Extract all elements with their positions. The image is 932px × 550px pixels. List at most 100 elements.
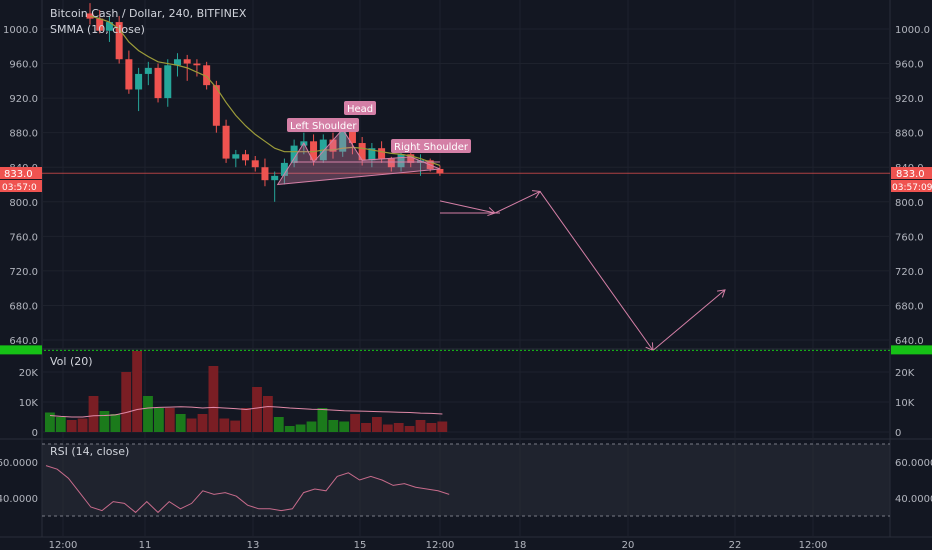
volume-bar <box>66 420 77 432</box>
volume-bar <box>350 414 360 432</box>
right-shoulder-label[interactable]: Right Shoulder <box>391 139 471 153</box>
time-tick: 12:00 <box>49 540 78 550</box>
volume-ma <box>49 405 443 418</box>
vol-tick-left: 20K <box>19 368 39 379</box>
candle-body <box>436 168 444 174</box>
candle-body <box>358 143 366 161</box>
candle-body <box>164 65 172 99</box>
support-badge-left <box>0 345 42 355</box>
price-tick-left: 640.0 <box>9 336 38 347</box>
volume-bar <box>88 396 99 432</box>
vol-tick-left: 0 <box>32 428 38 439</box>
candle-body <box>271 175 279 181</box>
vol-tick-right: 20K <box>895 368 915 379</box>
volume-bar <box>372 417 382 432</box>
volume-bar <box>241 408 251 432</box>
rsi-tick-left: 60.0000 <box>0 458 38 469</box>
time-tick: 18 <box>514 540 527 550</box>
projection-segment <box>494 190 541 214</box>
time-tick: 15 <box>354 540 367 550</box>
candle-body <box>368 148 376 161</box>
support-badge-right <box>891 345 932 355</box>
countdown-left: 03:57:0 <box>2 183 37 193</box>
time-tick: 11 <box>139 540 152 550</box>
candle-body <box>348 129 356 144</box>
left-shoulder-label[interactable]: Left Shoulder <box>287 118 359 132</box>
volume-bar <box>99 411 110 432</box>
price-tick-right: 880.0 <box>895 129 924 140</box>
countdown-right: 03:57:09 <box>892 183 932 193</box>
candle-body <box>339 129 347 152</box>
candle-body <box>125 59 133 90</box>
candle-body <box>222 125 230 159</box>
volume-bar <box>252 387 262 432</box>
volume-title[interactable]: Vol (20) <box>50 355 93 368</box>
head-text: Head <box>347 104 373 115</box>
volume-bar <box>437 421 448 432</box>
volume-bar <box>415 420 426 432</box>
volume-bar <box>175 414 186 432</box>
price-tick-right: 800.0 <box>895 198 924 209</box>
candle-body <box>105 22 113 31</box>
candle-body <box>203 65 211 86</box>
vol-tick-left: 10K <box>19 398 39 409</box>
symbol-title[interactable]: Bitcoin Cash / Dollar, 240, BITFINEX <box>50 7 247 20</box>
smma-line[interactable] <box>89 15 441 167</box>
pattern-shape <box>276 128 441 186</box>
time-tick: 22 <box>729 540 742 550</box>
candle-body <box>183 59 191 64</box>
volume-bar <box>393 423 404 432</box>
head-shoulders-pattern[interactable] <box>276 128 441 186</box>
price-tick-right: 760.0 <box>895 232 924 243</box>
candle-body <box>397 154 405 168</box>
price-tick-left: 960.0 <box>9 60 38 71</box>
head-label[interactable]: Head <box>344 101 376 115</box>
volume-bar <box>328 420 339 432</box>
time-tick: 12:00 <box>799 540 828 550</box>
rsi-title[interactable]: RSI (14, close) <box>50 445 129 458</box>
price-tick-left: 680.0 <box>9 301 38 312</box>
candle-body <box>407 154 415 163</box>
arrow-head <box>487 207 496 217</box>
candle-body <box>193 63 201 66</box>
price-tick-right: 720.0 <box>895 267 924 278</box>
indicator-title[interactable]: SMMA (10, close) <box>50 23 145 36</box>
candle-body <box>251 160 259 168</box>
candle-body <box>329 139 337 152</box>
price-tick-right: 680.0 <box>895 301 924 312</box>
price-tick-right: 640.0 <box>895 336 924 347</box>
rsi-line[interactable] <box>45 465 450 514</box>
volume-bar <box>230 420 241 432</box>
candle-body <box>173 59 181 66</box>
rsi-tick-left: 40.0000 <box>0 494 38 505</box>
volume-bar <box>273 417 284 432</box>
price-tick-right: 960.0 <box>895 60 924 71</box>
candle-body <box>232 154 240 159</box>
candle-body <box>144 67 152 74</box>
price-badge-left: 833.0 03:57:0 <box>0 167 42 193</box>
arrow-head <box>531 190 541 199</box>
projection-drawing[interactable] <box>0 190 932 355</box>
candle-body <box>261 167 269 181</box>
price-tick-left: 1000.0 <box>3 25 38 36</box>
volume-series[interactable] <box>45 351 448 432</box>
projection-segment <box>439 200 496 214</box>
vol-tick-right: 0 <box>895 428 901 439</box>
volume-bar <box>339 421 350 432</box>
current-price-right: 833.0 <box>896 169 925 180</box>
rsi-path <box>45 465 450 514</box>
right-shoulder-text: Right Shoulder <box>394 142 469 153</box>
rsi-tick-right: 40.0000 <box>895 494 932 505</box>
volume-bar <box>208 366 219 432</box>
volume-bar <box>219 418 230 432</box>
rsi-band <box>42 443 890 517</box>
time-tick: 12:00 <box>426 540 455 550</box>
volume-bar <box>154 408 164 432</box>
volume-bar <box>361 423 371 432</box>
volume-bar <box>77 418 88 432</box>
candle-body <box>115 22 123 60</box>
time-tick: 20 <box>622 540 635 550</box>
current-price-left: 833.0 <box>4 169 33 180</box>
price-tick-right: 1000.0 <box>895 25 930 36</box>
